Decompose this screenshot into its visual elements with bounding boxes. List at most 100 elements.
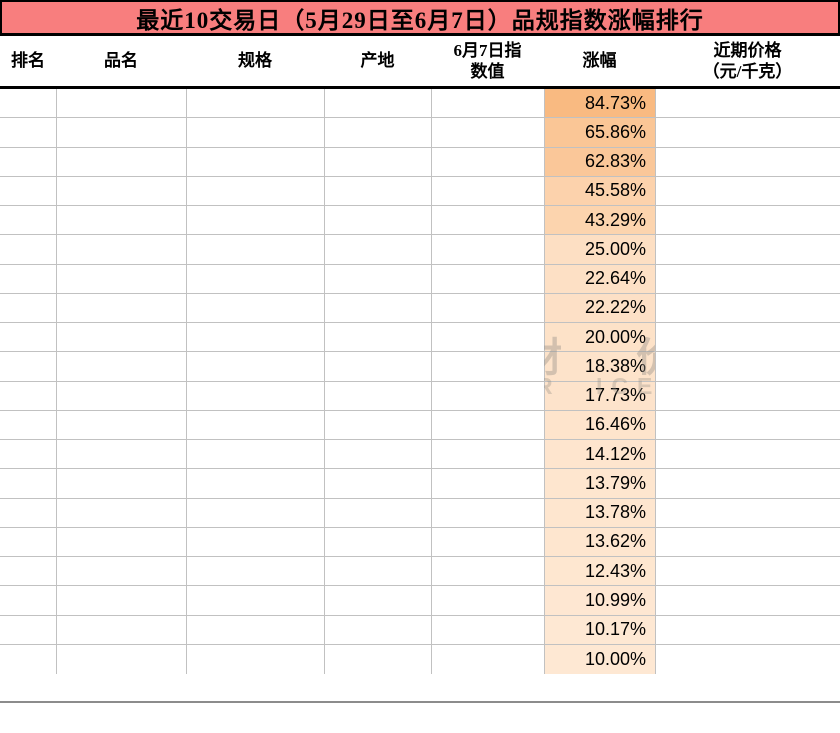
cell-rank — [0, 411, 56, 439]
cell-rank — [0, 148, 56, 176]
table-title-bar: 最近10交易日（5月29日至6月7日）品规指数涨幅排行 — [0, 0, 840, 36]
column-header-name: 品名 — [104, 51, 138, 71]
cell-origin — [324, 177, 431, 205]
cell-index — [431, 294, 544, 322]
cell-index — [431, 177, 544, 205]
cell-origin — [324, 206, 431, 234]
cell-origin — [324, 440, 431, 468]
cell-origin — [324, 557, 431, 585]
cell-price — [655, 499, 840, 527]
cell-origin — [324, 499, 431, 527]
cell-spec — [186, 323, 324, 351]
cell-gain: 84.73% — [544, 89, 655, 118]
cell-price — [655, 352, 840, 380]
table-row: 18.38% — [0, 352, 840, 382]
cell-name — [56, 265, 186, 293]
cell-spec — [186, 586, 324, 614]
cell-rank — [0, 469, 56, 497]
cell-rank — [0, 294, 56, 322]
cell-rank — [0, 118, 56, 146]
cell-name — [56, 645, 186, 674]
cell-origin — [324, 411, 431, 439]
cell-price — [655, 440, 840, 468]
column-header-spec: 规格 — [238, 51, 272, 71]
cell-gain: 43.29% — [544, 206, 655, 235]
table-row: 10.00% — [0, 644, 840, 674]
cell-gain: 13.62% — [544, 527, 655, 556]
cell-origin — [324, 89, 431, 117]
cell-name — [56, 557, 186, 585]
cell-price — [655, 586, 840, 614]
table-row: 22.22% — [0, 293, 840, 323]
cell-gain: 12.43% — [544, 557, 655, 586]
cell-spec — [186, 469, 324, 497]
cell-index — [431, 586, 544, 614]
page-title: 最近10交易日（5月29日至6月7日）品规指数涨幅排行 — [136, 7, 704, 33]
cell-spec — [186, 235, 324, 263]
cell-price — [655, 206, 840, 234]
cell-price — [655, 148, 840, 176]
cell-rank — [0, 440, 56, 468]
cell-spec — [186, 499, 324, 527]
table-row: 17.73% — [0, 381, 840, 411]
cell-origin — [324, 616, 431, 644]
cell-price — [655, 323, 840, 351]
cell-spec — [186, 557, 324, 585]
cell-price — [655, 645, 840, 674]
table-row: 14.12% — [0, 440, 840, 470]
cell-index — [431, 265, 544, 293]
cell-name — [56, 616, 186, 644]
cell-rank — [0, 177, 56, 205]
cell-price — [655, 89, 840, 117]
cell-rank — [0, 323, 56, 351]
gridline-vertical — [324, 89, 325, 674]
cell-gain: 13.79% — [544, 469, 655, 498]
cell-name — [56, 586, 186, 614]
cell-rank — [0, 352, 56, 380]
gridline-vertical — [544, 89, 545, 674]
cell-origin — [324, 586, 431, 614]
cell-spec — [186, 352, 324, 380]
cell-spec — [186, 528, 324, 556]
cell-index — [431, 440, 544, 468]
table-row: 62.83% — [0, 147, 840, 177]
cell-index — [431, 323, 544, 351]
cell-spec — [186, 616, 324, 644]
cell-price — [655, 235, 840, 263]
cell-index — [431, 352, 544, 380]
cell-origin — [324, 469, 431, 497]
cell-price — [655, 382, 840, 410]
cell-spec — [186, 382, 324, 410]
cell-origin — [324, 118, 431, 146]
cell-price — [655, 411, 840, 439]
cell-spec — [186, 206, 324, 234]
cell-name — [56, 177, 186, 205]
cell-gain: 25.00% — [544, 235, 655, 264]
cell-gain: 62.83% — [544, 147, 655, 176]
cell-index — [431, 411, 544, 439]
cell-spec — [186, 118, 324, 146]
gridline-vertical — [431, 89, 432, 674]
cell-price — [655, 265, 840, 293]
cell-origin — [324, 323, 431, 351]
cell-gain: 14.12% — [544, 440, 655, 469]
cell-rank — [0, 89, 56, 117]
cell-spec — [186, 411, 324, 439]
cell-gain: 18.38% — [544, 352, 655, 381]
cell-spec — [186, 645, 324, 674]
column-header-rank: 排名 — [11, 51, 45, 71]
cell-rank — [0, 499, 56, 527]
cell-name — [56, 235, 186, 263]
cell-name — [56, 499, 186, 527]
cell-gain: 13.78% — [544, 498, 655, 527]
cell-name — [56, 528, 186, 556]
cell-price — [655, 528, 840, 556]
cell-index — [431, 382, 544, 410]
cell-price — [655, 294, 840, 322]
cell-index — [431, 645, 544, 674]
cell-rank — [0, 235, 56, 263]
cell-name — [56, 89, 186, 117]
cell-origin — [324, 294, 431, 322]
cell-origin — [324, 382, 431, 410]
